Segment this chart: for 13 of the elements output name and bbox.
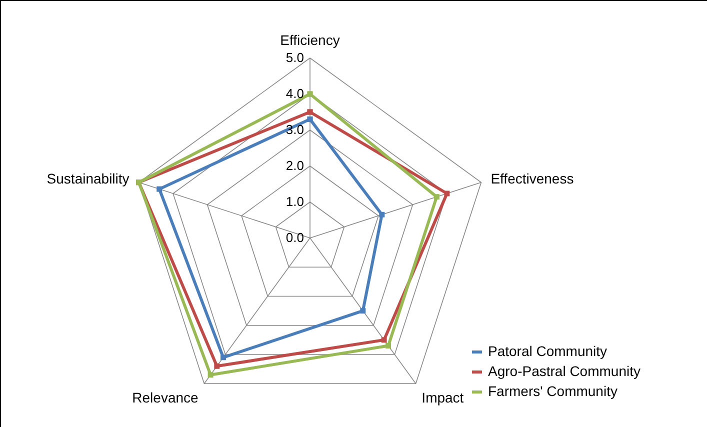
y-tick-label: 1.0	[286, 194, 304, 209]
y-tick-label: 4.0	[286, 86, 304, 101]
y-tick-label: 2.0	[286, 158, 304, 173]
spoke-label: Impact	[422, 390, 464, 406]
spoke-label: Relevance	[132, 390, 199, 406]
spoke-label: Efficiency	[280, 32, 340, 48]
legend-label: Farmers' Community	[488, 383, 618, 399]
spoke-label: Effectiveness	[490, 170, 574, 186]
spoke-label: Sustainability	[46, 170, 130, 186]
legend-label: Agro-Pastral Community	[488, 363, 640, 379]
legend-label: Patoral Community	[488, 343, 608, 359]
y-tick-label: 0.0	[286, 230, 304, 245]
y-tick-label: 5.0	[286, 50, 304, 65]
